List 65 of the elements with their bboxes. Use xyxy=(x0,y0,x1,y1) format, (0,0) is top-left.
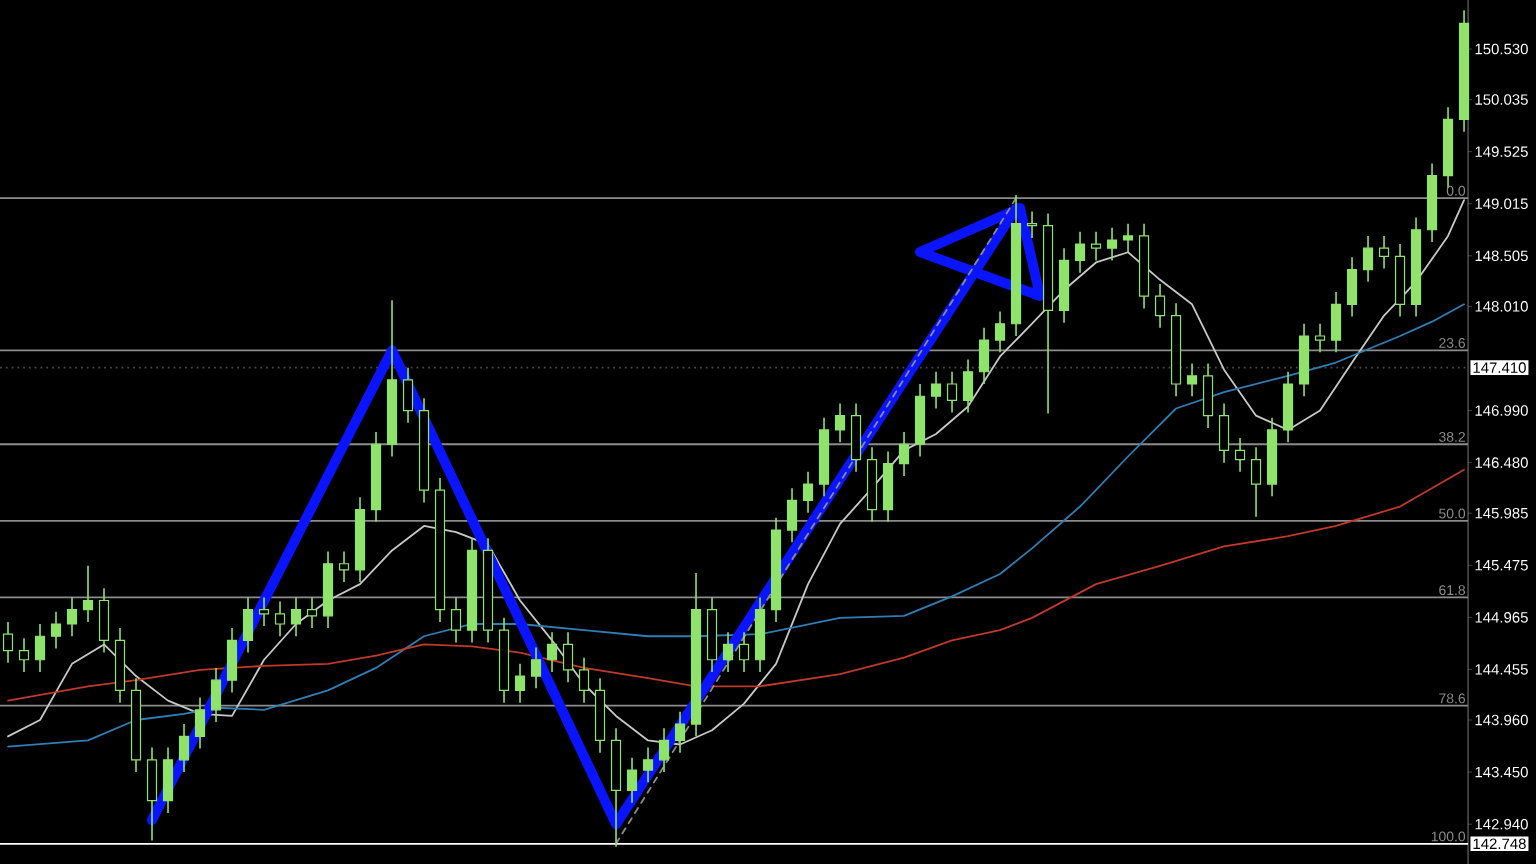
candlestick xyxy=(530,646,542,690)
candlestick xyxy=(578,656,590,704)
candlestick xyxy=(562,631,574,684)
candlestick xyxy=(642,746,654,784)
candlestick xyxy=(402,366,414,424)
candlestick xyxy=(930,370,942,410)
candlestick xyxy=(834,402,846,443)
candlestick xyxy=(626,756,638,804)
candlestick xyxy=(1202,362,1214,429)
candlestick xyxy=(1346,256,1358,318)
candlestick xyxy=(210,667,222,723)
candlestick xyxy=(850,402,862,473)
candlestick xyxy=(242,596,254,654)
candlestick xyxy=(1026,210,1038,239)
line-series xyxy=(7,199,1465,746)
candlestick xyxy=(658,727,670,773)
candlestick xyxy=(674,711,686,754)
candlestick xyxy=(1298,322,1310,398)
candlestick xyxy=(450,596,462,644)
candlestick xyxy=(82,564,94,623)
line-series xyxy=(7,468,1465,702)
candlestick xyxy=(802,471,814,514)
candlestick xyxy=(882,450,894,523)
candlestick xyxy=(1394,243,1406,318)
candlestick xyxy=(1074,231,1086,274)
candlestick xyxy=(162,746,174,814)
candlestick xyxy=(290,596,302,638)
candlestick xyxy=(1186,362,1198,398)
candlestick xyxy=(178,723,190,773)
candlestick xyxy=(1090,231,1102,262)
candlestick xyxy=(738,631,750,673)
candlestick xyxy=(1282,370,1294,443)
candlestick xyxy=(146,746,158,842)
candlestick xyxy=(226,627,238,694)
candlestick xyxy=(274,600,286,638)
candlestick xyxy=(1218,402,1230,464)
candlestick xyxy=(978,327,990,385)
candlestick xyxy=(914,383,926,458)
candlestick xyxy=(1330,291,1342,354)
candlestick xyxy=(98,587,110,654)
candlestick xyxy=(514,663,526,704)
line-series xyxy=(7,303,1465,748)
candlestick xyxy=(1250,446,1262,518)
candlestick xyxy=(546,631,558,673)
candlestick xyxy=(1234,437,1246,473)
candlestick xyxy=(1106,226,1118,262)
candlestick xyxy=(1362,235,1374,283)
candlestick xyxy=(946,370,958,414)
candlestick xyxy=(1154,283,1166,329)
candlestick xyxy=(1122,222,1134,254)
candlestick xyxy=(898,431,910,477)
candlestick xyxy=(1378,235,1390,270)
candlestick xyxy=(722,631,734,673)
candlestick xyxy=(34,623,46,673)
candlestick xyxy=(994,310,1006,354)
candlestick xyxy=(50,610,62,650)
candlestick xyxy=(258,596,270,627)
candlestick xyxy=(786,487,798,544)
candlestick xyxy=(1314,322,1326,354)
candlestick xyxy=(338,550,350,583)
candlestick xyxy=(962,358,974,414)
candlestick xyxy=(306,596,318,629)
candlestick xyxy=(66,596,78,638)
candlestick xyxy=(18,637,30,673)
candlestick xyxy=(194,696,206,750)
